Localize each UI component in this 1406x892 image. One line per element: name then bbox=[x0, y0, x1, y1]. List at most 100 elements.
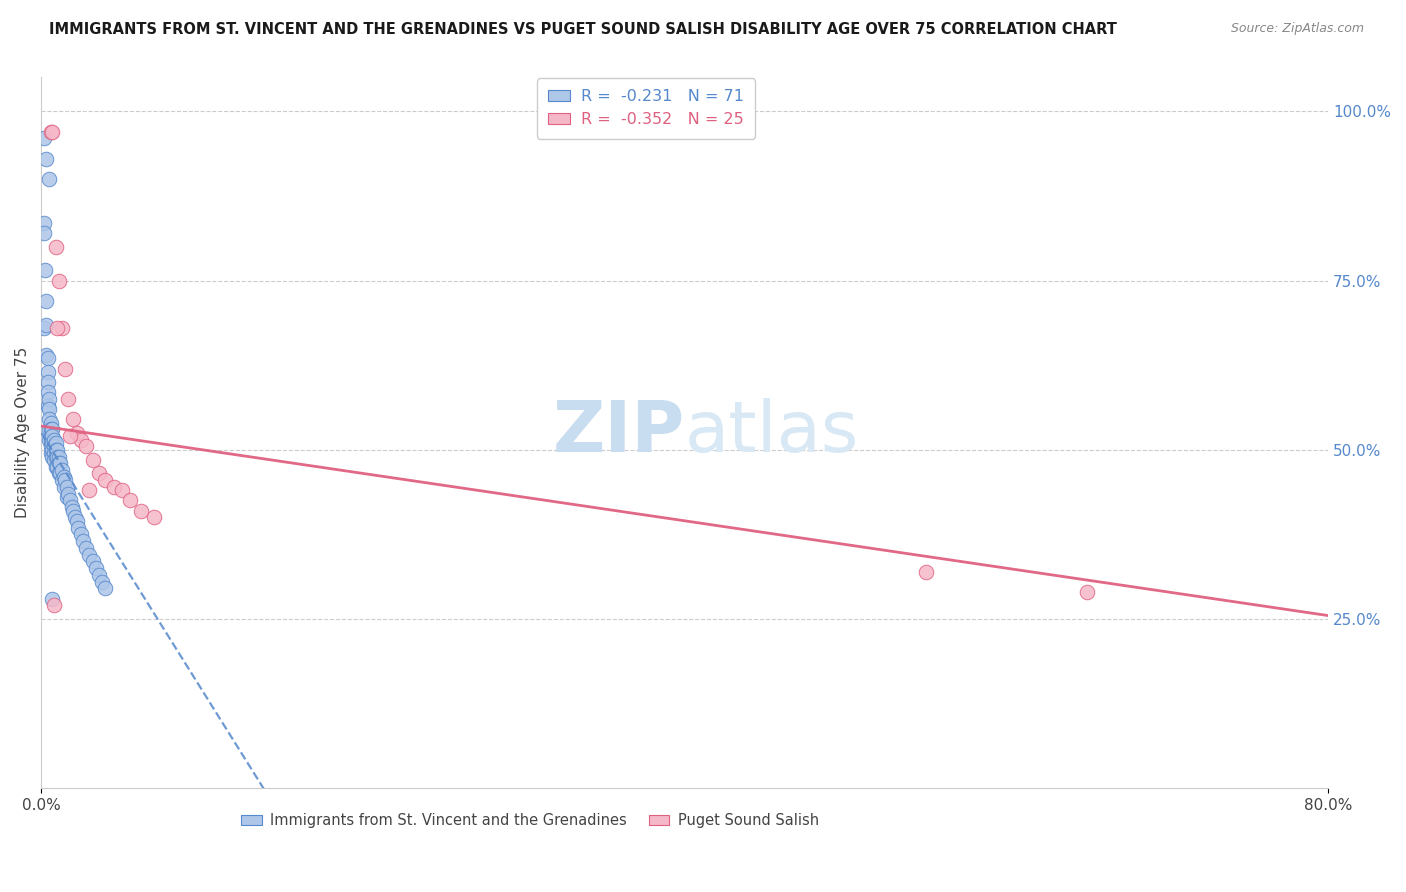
Point bbox=[42, 453, 65, 467]
Point bbox=[35, 348, 58, 362]
Point bbox=[41, 422, 63, 436]
Point bbox=[91, 574, 114, 589]
Point bbox=[38, 433, 60, 447]
Point bbox=[39, 446, 62, 460]
Point bbox=[82, 554, 104, 568]
Point bbox=[65, 514, 87, 528]
Point bbox=[41, 591, 63, 606]
Point bbox=[59, 493, 82, 508]
Point bbox=[75, 541, 97, 555]
Point bbox=[48, 467, 70, 481]
Point bbox=[67, 520, 90, 534]
Point bbox=[39, 416, 62, 430]
Point bbox=[52, 470, 75, 484]
Point bbox=[42, 446, 65, 460]
Point bbox=[46, 459, 69, 474]
Point bbox=[51, 473, 73, 487]
Point bbox=[84, 561, 107, 575]
Point bbox=[39, 433, 62, 447]
Point bbox=[39, 125, 62, 139]
Point bbox=[41, 450, 63, 464]
Point bbox=[48, 456, 70, 470]
Point bbox=[142, 510, 165, 524]
Point bbox=[34, 226, 56, 240]
Point bbox=[63, 510, 86, 524]
Point bbox=[34, 131, 56, 145]
Point bbox=[103, 480, 125, 494]
Point bbox=[32, 216, 55, 230]
Point bbox=[70, 433, 93, 447]
Point bbox=[51, 463, 73, 477]
Point bbox=[45, 442, 67, 457]
Text: IMMIGRANTS FROM ST. VINCENT AND THE GRENADINES VS PUGET SOUND SALISH DISABILITY : IMMIGRANTS FROM ST. VINCENT AND THE GREN… bbox=[49, 22, 1118, 37]
Point bbox=[129, 503, 152, 517]
Point bbox=[39, 439, 62, 453]
Point bbox=[118, 493, 141, 508]
Point bbox=[72, 534, 94, 549]
Point bbox=[62, 503, 84, 517]
Point bbox=[42, 599, 65, 613]
Point bbox=[39, 429, 62, 443]
Point bbox=[41, 429, 63, 443]
Point bbox=[37, 385, 59, 400]
Point bbox=[45, 459, 67, 474]
Point bbox=[42, 439, 65, 453]
Point bbox=[48, 273, 70, 287]
Point bbox=[915, 565, 938, 579]
Point bbox=[38, 422, 60, 436]
Point bbox=[42, 433, 65, 447]
Point bbox=[41, 442, 63, 457]
Point bbox=[35, 293, 58, 308]
Point bbox=[65, 425, 87, 440]
Point bbox=[38, 172, 60, 186]
Point bbox=[75, 439, 97, 453]
Point bbox=[58, 487, 80, 501]
Point bbox=[56, 480, 79, 494]
Point bbox=[37, 399, 59, 413]
Point bbox=[53, 473, 76, 487]
Point bbox=[35, 152, 58, 166]
Point bbox=[48, 450, 70, 464]
Text: ZIP: ZIP bbox=[553, 399, 685, 467]
Point bbox=[53, 361, 76, 376]
Point bbox=[94, 473, 117, 487]
Point bbox=[110, 483, 132, 498]
Point bbox=[70, 527, 93, 541]
Legend: Immigrants from St. Vincent and the Grenadines, Puget Sound Salish: Immigrants from St. Vincent and the Gren… bbox=[235, 807, 825, 834]
Point bbox=[38, 392, 60, 406]
Point bbox=[52, 480, 75, 494]
Point bbox=[46, 321, 69, 335]
Point bbox=[45, 450, 67, 464]
Point bbox=[46, 450, 69, 464]
Text: atlas: atlas bbox=[685, 399, 859, 467]
Point bbox=[41, 125, 63, 139]
Point bbox=[38, 402, 60, 417]
Point bbox=[41, 436, 63, 450]
Point bbox=[49, 456, 72, 470]
Point bbox=[58, 392, 80, 406]
Point bbox=[62, 412, 84, 426]
Point bbox=[45, 436, 67, 450]
Point bbox=[34, 263, 56, 277]
Point bbox=[37, 375, 59, 389]
Point bbox=[94, 582, 117, 596]
Point bbox=[79, 548, 101, 562]
Point bbox=[46, 442, 69, 457]
Y-axis label: Disability Age Over 75: Disability Age Over 75 bbox=[15, 347, 30, 518]
Point bbox=[38, 412, 60, 426]
Point bbox=[35, 318, 58, 332]
Point bbox=[60, 500, 83, 515]
Point bbox=[39, 422, 62, 436]
Point bbox=[34, 321, 56, 335]
Point bbox=[1076, 585, 1098, 599]
Point bbox=[45, 240, 67, 254]
Point bbox=[87, 568, 110, 582]
Point bbox=[37, 351, 59, 366]
Point bbox=[59, 429, 82, 443]
Point bbox=[87, 467, 110, 481]
Point bbox=[82, 453, 104, 467]
Point bbox=[51, 321, 73, 335]
Point bbox=[79, 483, 101, 498]
Text: Source: ZipAtlas.com: Source: ZipAtlas.com bbox=[1230, 22, 1364, 36]
Point bbox=[56, 490, 79, 504]
